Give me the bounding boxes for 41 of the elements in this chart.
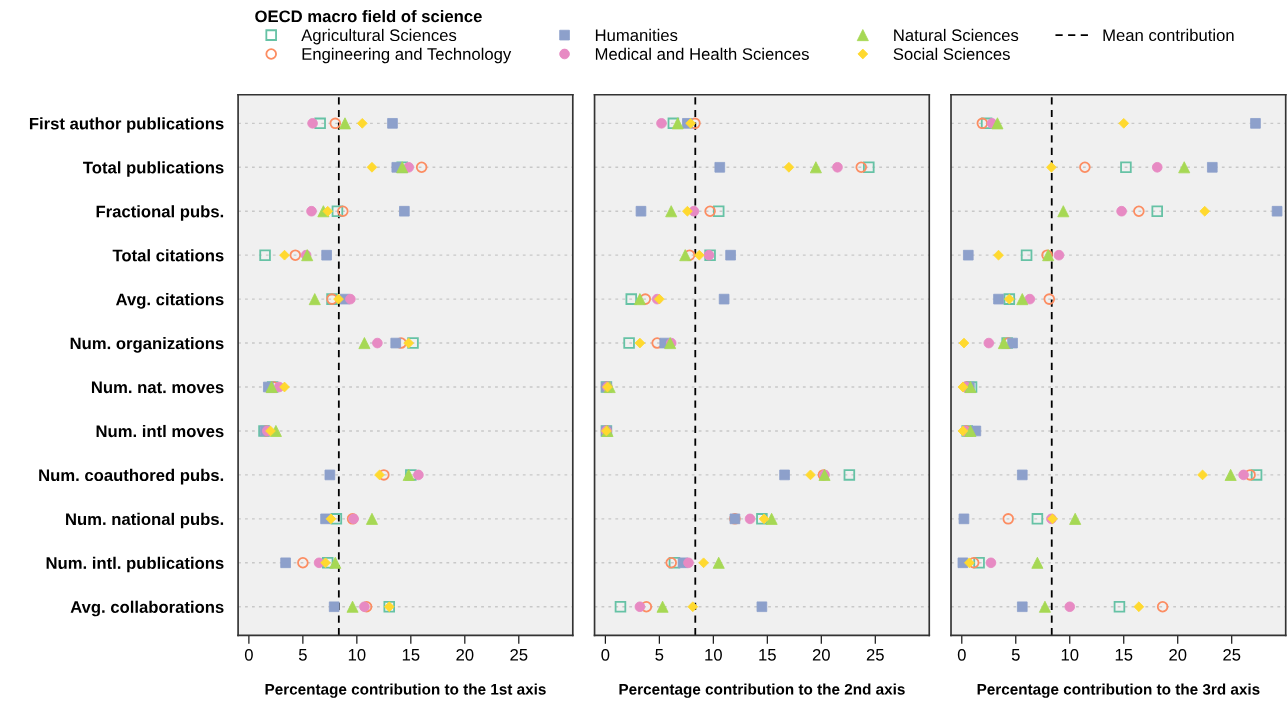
- legend-label: Engineering and Technology: [302, 47, 512, 64]
- y-tick-label: Total publications: [83, 161, 224, 177]
- y-tick-label: Num. national pubs.: [66, 512, 224, 529]
- x-tick-label: 5: [655, 649, 664, 661]
- y-tick-label: Fractional pubs.: [96, 205, 224, 221]
- y-tick-label: Total citations: [112, 249, 224, 262]
- x-tick-label: 20: [1169, 648, 1187, 661]
- legend-label: Humanities: [595, 28, 678, 42]
- legend-label: Medical and Health Sciences: [595, 47, 809, 60]
- y-tick-label: Num. intl moves: [96, 424, 224, 438]
- x-axis-title: Percentage contribution to the 3rd axis: [977, 683, 1260, 698]
- y-tick-label: First author publications: [29, 117, 224, 133]
- x-tick-label: 0: [601, 648, 610, 661]
- legend-label: Agricultural Sciences: [301, 28, 457, 45]
- x-tick-label: 5: [1011, 649, 1020, 661]
- x-tick-label: 20: [456, 648, 474, 661]
- x-axis-title: Percentage contribution to the 1st axis: [265, 683, 546, 698]
- x-tick-label: 25: [510, 648, 528, 661]
- x-tick-label: 20: [812, 648, 830, 661]
- x-axis-title: Percentage contribution to the 2nd axis: [619, 683, 905, 698]
- legend-label: Mean contribution: [1103, 28, 1234, 42]
- legend-label: Natural Sciences: [894, 28, 1019, 42]
- legend-label: Social Sciences: [893, 47, 1010, 60]
- x-tick-label: 10: [705, 648, 722, 661]
- y-tick-label: Num. intl. publications: [46, 556, 224, 573]
- x-tick-label: 15: [1115, 649, 1133, 661]
- y-tick-label: Avg. citations: [115, 293, 224, 309]
- y-tick-label: Avg. collaborations: [70, 600, 224, 617]
- y-tick-label: Num. organizations: [70, 337, 224, 353]
- x-tick-label: 25: [1223, 648, 1241, 661]
- x-tick-label: 25: [866, 648, 884, 661]
- x-tick-label: 10: [1061, 648, 1079, 661]
- y-tick-label: Num. coauthored pubs.: [39, 468, 224, 485]
- x-tick-label: 0: [244, 648, 253, 661]
- x-tick-label: 15: [759, 649, 776, 661]
- y-tick-label: Num. nat. moves: [91, 381, 224, 394]
- x-tick-label: 10: [348, 648, 366, 661]
- x-tick-label: 15: [402, 649, 420, 661]
- x-tick-label: 5: [298, 649, 307, 661]
- legend-title: OECD macro field of science: [255, 10, 482, 23]
- x-tick-label: 0: [957, 648, 966, 661]
